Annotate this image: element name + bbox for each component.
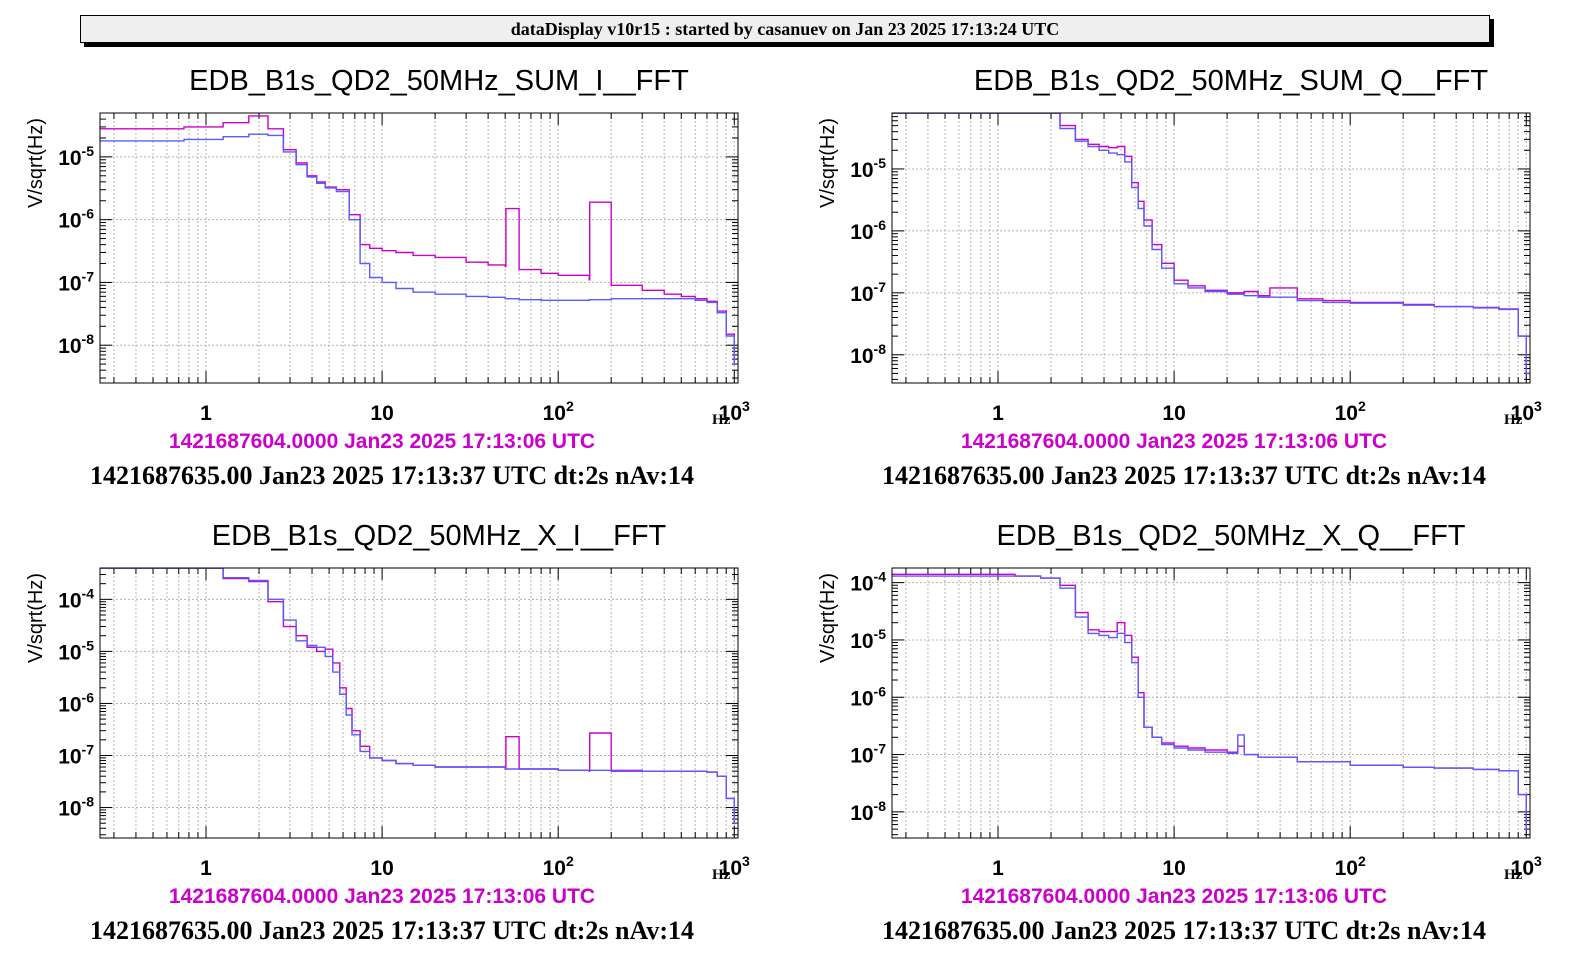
- x-tick-label: 102: [1335, 853, 1366, 880]
- fft-chart: EDB_B1s_QD2_50MHz_X_I__FFT 1 10 102 103 10-4 1…: [25, 520, 750, 945]
- y-axis-label: V/sqrt(Hz): [817, 573, 839, 663]
- fft-panel-x-i[interactable]: EDB_B1s_QD2_50MHz_X_I__FFT 1 10 102 103 10-4 1…: [0, 505, 784, 960]
- x-tick-label: 102: [1335, 398, 1366, 425]
- y-tick-label: 10-5: [58, 637, 94, 664]
- y-tick-label: 10-8: [58, 331, 94, 358]
- live-timestamp: 1421687635.00 Jan23 2025 17:13:37 UTC dt…: [882, 461, 1486, 490]
- x-tick-label: 102: [543, 398, 574, 425]
- y-axis-label: V/sqrt(Hz): [25, 573, 47, 663]
- x-tick-label: 10: [370, 402, 393, 425]
- y-tick-label: 10-6: [58, 689, 94, 716]
- y-tick-label: 10-7: [850, 279, 886, 306]
- y-tick-label: 10-4: [850, 569, 886, 596]
- live-timestamp: 1421687635.00 Jan23 2025 17:13:37 UTC dt…: [90, 461, 694, 490]
- series-live-trace: [100, 133, 738, 365]
- traces: [100, 115, 738, 365]
- reference-timestamp: 1421687604.0000 Jan23 2025 17:13:06 UTC: [961, 885, 1387, 908]
- traces: [892, 573, 1530, 830]
- y-tick-label: 10-6: [58, 206, 94, 233]
- traces: [892, 113, 1530, 375]
- series-reference-trace: [892, 113, 1530, 375]
- grid: [100, 567, 738, 838]
- x-tick-label: 103: [719, 398, 750, 425]
- fft-chart: EDB_B1s_QD2_50MHz_X_Q__FFT 1 10 102 103 10-4 1…: [817, 520, 1542, 945]
- fft-chart: EDB_B1s_QD2_50MHz_SUM_Q__FFT 1 10 102 103 10-…: [817, 65, 1542, 490]
- y-axis-label: V/sqrt(Hz): [25, 118, 47, 208]
- plot-frame: [99, 112, 739, 384]
- plot-frame: [99, 567, 739, 839]
- fft-panel-sum-i[interactable]: EDB_B1s_QD2_50MHz_SUM_I__FFT 1 10 102 103 10-…: [0, 50, 784, 505]
- reference-timestamp: 1421687604.0000 Jan23 2025 17:13:06 UTC: [169, 430, 595, 453]
- reference-timestamp: 1421687604.0000 Jan23 2025 17:13:06 UTC: [961, 430, 1387, 453]
- reference-timestamp: 1421687604.0000 Jan23 2025 17:13:06 UTC: [169, 885, 595, 908]
- window-title: dataDisplay v10r15 : started by casanuev…: [510, 19, 1060, 39]
- x-tick-label: 10: [1162, 857, 1185, 880]
- y-tick-label: 10-6: [850, 683, 886, 710]
- x-tick-label: 1: [992, 402, 1004, 425]
- y-tick-label: 10-5: [850, 155, 886, 182]
- x-tick-label: 1: [200, 857, 212, 880]
- y-tick-label: 10-5: [58, 143, 94, 170]
- series-live-trace: [100, 568, 738, 824]
- y-tick-label: 10-4: [58, 585, 94, 612]
- plot-frame: [891, 567, 1531, 839]
- chart-title: EDB_B1s_QD2_50MHz_X_I__FFT: [212, 520, 667, 552]
- y-tick-label: 10-5: [850, 626, 886, 653]
- x-tick-label: 103: [719, 853, 750, 880]
- y-tick-label: 10-7: [58, 268, 94, 295]
- x-tick-label: 10: [370, 857, 393, 880]
- chart-title: EDB_B1s_QD2_50MHz_SUM_Q__FFT: [974, 65, 1488, 97]
- grid: [892, 112, 1530, 383]
- y-tick-label: 10-7: [850, 741, 886, 768]
- live-timestamp: 1421687635.00 Jan23 2025 17:13:37 UTC dt…: [882, 916, 1486, 945]
- fft-panel-x-q[interactable]: EDB_B1s_QD2_50MHz_X_Q__FFT 1 10 102 103 10-4 1…: [792, 505, 1576, 960]
- x-tick-label: 103: [1511, 398, 1542, 425]
- window-title-bar: dataDisplay v10r15 : started by casanuev…: [80, 15, 1490, 43]
- chart-title: EDB_B1s_QD2_50MHz_X_Q__FFT: [996, 520, 1465, 552]
- x-tick-label: 1: [200, 402, 212, 425]
- x-tick-label: 1: [992, 857, 1004, 880]
- y-tick-label: 10-7: [58, 741, 94, 768]
- live-timestamp: 1421687635.00 Jan23 2025 17:13:37 UTC dt…: [90, 916, 694, 945]
- y-tick-label: 10-6: [850, 217, 886, 244]
- x-axis-unit-label: Hz: [712, 412, 731, 428]
- x-tick-label: 102: [543, 853, 574, 880]
- grid: [892, 568, 1530, 838]
- y-tick-label: 10-8: [850, 341, 886, 368]
- y-tick-label: 10-8: [850, 798, 886, 825]
- y-tick-label: 10-8: [58, 794, 94, 821]
- fft-chart: EDB_B1s_QD2_50MHz_SUM_I__FFT 1 10 102 103 10-…: [25, 65, 750, 490]
- x-tick-label: 103: [1511, 853, 1542, 880]
- grid: [100, 112, 738, 383]
- x-axis-unit-label: Hz: [1504, 412, 1523, 428]
- y-axis-label: V/sqrt(Hz): [817, 118, 839, 208]
- chart-title: EDB_B1s_QD2_50MHz_SUM_I__FFT: [189, 65, 689, 97]
- traces: [100, 568, 738, 824]
- x-tick-label: 10: [1162, 402, 1185, 425]
- x-axis-unit-label: Hz: [712, 867, 731, 883]
- series-live-trace: [892, 113, 1530, 375]
- x-axis-unit-label: Hz: [1504, 867, 1523, 883]
- plot-frame: [891, 112, 1531, 384]
- fft-panel-sum-q[interactable]: EDB_B1s_QD2_50MHz_SUM_Q__FFT 1 10 102 103 10-…: [792, 50, 1576, 505]
- series-live-trace: [892, 575, 1530, 830]
